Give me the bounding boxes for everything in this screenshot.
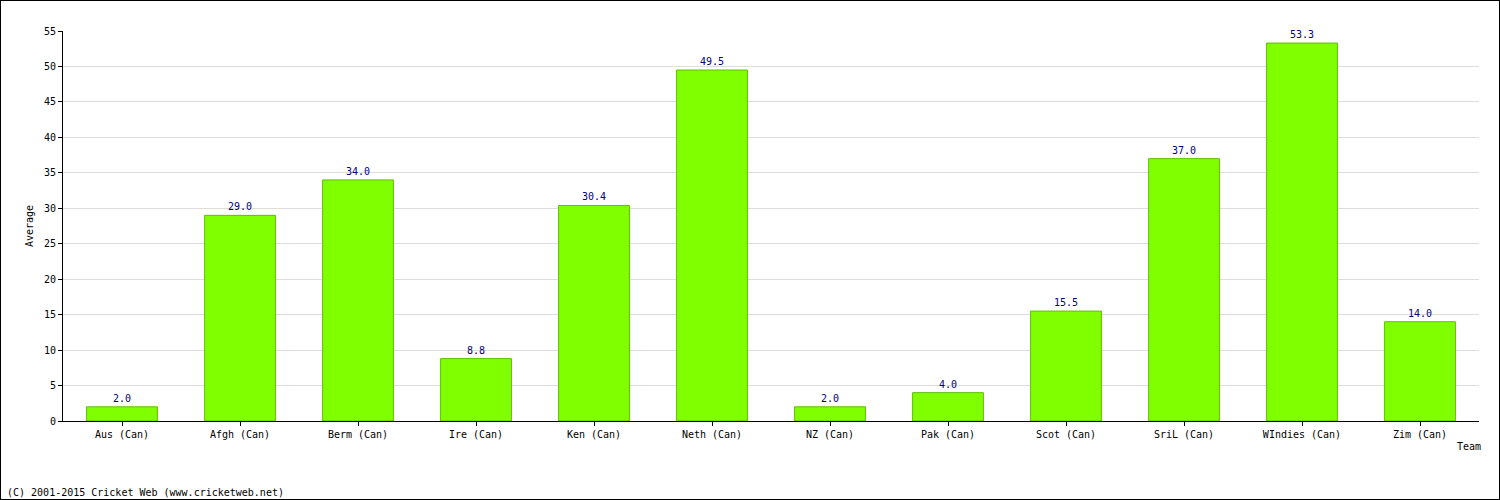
svg-text:Scot (Can): Scot (Can) xyxy=(1036,429,1096,440)
svg-text:2.0: 2.0 xyxy=(821,393,839,404)
svg-text:8.8: 8.8 xyxy=(467,345,485,356)
svg-text:Berm (Can): Berm (Can) xyxy=(328,429,388,440)
svg-text:5: 5 xyxy=(50,380,56,391)
svg-text:30: 30 xyxy=(44,203,56,214)
svg-text:Afgh (Can): Afgh (Can) xyxy=(210,429,270,440)
svg-text:Team: Team xyxy=(1457,441,1481,452)
svg-text:34.0: 34.0 xyxy=(346,166,370,177)
svg-text:Ken (Can): Ken (Can) xyxy=(567,429,621,440)
svg-text:2.0: 2.0 xyxy=(113,393,131,404)
svg-text:15: 15 xyxy=(44,309,56,320)
svg-text:4.0: 4.0 xyxy=(939,379,957,390)
svg-text:35: 35 xyxy=(44,167,56,178)
svg-text:Aus (Can): Aus (Can) xyxy=(95,429,149,440)
svg-text:WIndies (Can): WIndies (Can) xyxy=(1263,429,1341,440)
svg-text:14.0: 14.0 xyxy=(1408,308,1432,319)
svg-text:29.0: 29.0 xyxy=(228,201,252,212)
svg-text:49.5: 49.5 xyxy=(700,56,724,67)
svg-text:30.4: 30.4 xyxy=(582,191,606,202)
svg-text:Neth (Can): Neth (Can) xyxy=(682,429,742,440)
svg-text:Ire (Can): Ire (Can) xyxy=(449,429,503,440)
svg-text:20: 20 xyxy=(44,274,56,285)
svg-text:(C) 2001-2015 Cricket Web (www: (C) 2001-2015 Cricket Web (www.cricketwe… xyxy=(7,487,284,498)
svg-text:37.0: 37.0 xyxy=(1172,145,1196,156)
svg-text:Pak (Can): Pak (Can) xyxy=(921,429,975,440)
svg-text:50: 50 xyxy=(44,61,56,72)
svg-text:Zim (Can): Zim (Can) xyxy=(1393,429,1447,440)
svg-text:55: 55 xyxy=(44,26,56,37)
svg-text:0: 0 xyxy=(50,416,56,427)
svg-text:SriL (Can): SriL (Can) xyxy=(1154,429,1214,440)
svg-text:NZ (Can): NZ (Can) xyxy=(806,429,854,440)
svg-text:Average: Average xyxy=(24,205,35,247)
svg-text:25: 25 xyxy=(44,238,56,249)
svg-text:15.5: 15.5 xyxy=(1054,297,1078,308)
svg-text:40: 40 xyxy=(44,132,56,143)
svg-text:53.3: 53.3 xyxy=(1290,29,1314,40)
svg-text:10: 10 xyxy=(44,345,56,356)
svg-text:45: 45 xyxy=(44,96,56,107)
